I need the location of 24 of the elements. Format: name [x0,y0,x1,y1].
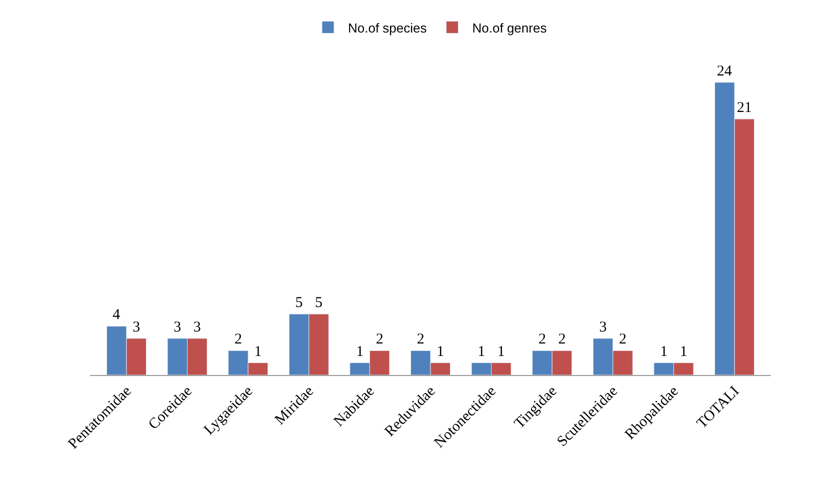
data-label: 5 [315,295,323,312]
data-label: 2 [558,332,566,348]
data-label: 2 [538,332,546,348]
data-label: 1 [497,344,505,360]
data-label: 1 [680,344,688,360]
legend-label: No.of species [348,20,428,36]
data-label: 3 [599,319,607,336]
data-label: 4 [112,307,121,324]
data-label: 3 [174,319,182,336]
data-label: 1 [478,344,486,360]
data-label: 1 [254,344,262,360]
data-label: 3 [193,319,201,336]
data-label: 3 [132,319,140,336]
data-label: 2 [416,332,424,348]
data-label: 21 [736,100,752,116]
data-label: 1 [660,344,668,360]
data-label: 2 [234,332,242,348]
data-label: 1 [436,344,444,360]
data-label: 2 [619,332,627,348]
data-label: 24 [716,63,732,80]
legend-label: No.of genres [472,20,548,36]
data-label: 2 [376,332,384,348]
data-label: 5 [295,295,303,312]
data-label: 1 [356,344,364,360]
